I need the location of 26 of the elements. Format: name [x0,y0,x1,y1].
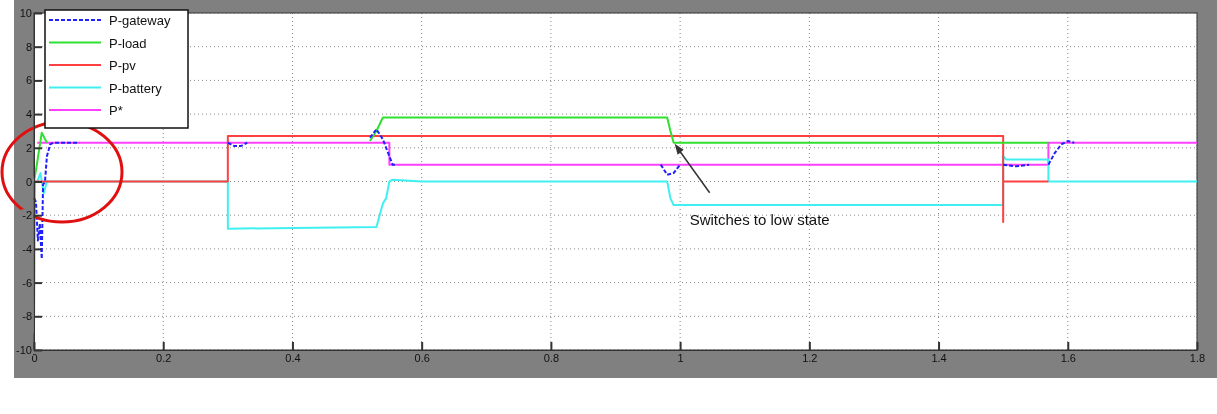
y-tick-label: -8 [22,310,32,323]
x-tick-label: 0.6 [414,351,430,364]
x-tick-label: 0.8 [543,351,560,364]
y-tick-label: 6 [25,74,32,87]
legend-label: P-load [109,35,147,51]
x-tick-label: 1.2 [802,351,818,364]
y-tick-label: 2 [25,141,32,154]
x-tick-label: 1.8 [1189,351,1206,364]
y-tick-label: -6 [22,276,32,289]
x-tick-label: 0.4 [285,351,301,364]
x-tick-label: 0.2 [156,351,172,364]
x-tick-label: 1.4 [931,351,947,364]
x-tick-label: 1 [677,351,684,364]
y-tick-label: 10 [19,7,32,20]
y-tick-label: 8 [25,40,32,53]
y-tick-label: -2 [22,209,32,222]
y-tick-label: 0 [25,175,32,188]
y-tick-label: 4 [25,108,32,121]
y-tick-label: -4 [22,242,32,255]
legend-label: P-pv [109,58,137,73]
y-tick-label: -10 [16,344,32,357]
x-tick-label: 1.6 [1060,351,1076,364]
annotation: Switches to low state [689,210,830,228]
legend-label: P-battery [109,80,163,96]
legend-label: P-gateway [109,13,171,28]
legend-label: P* [109,103,123,118]
